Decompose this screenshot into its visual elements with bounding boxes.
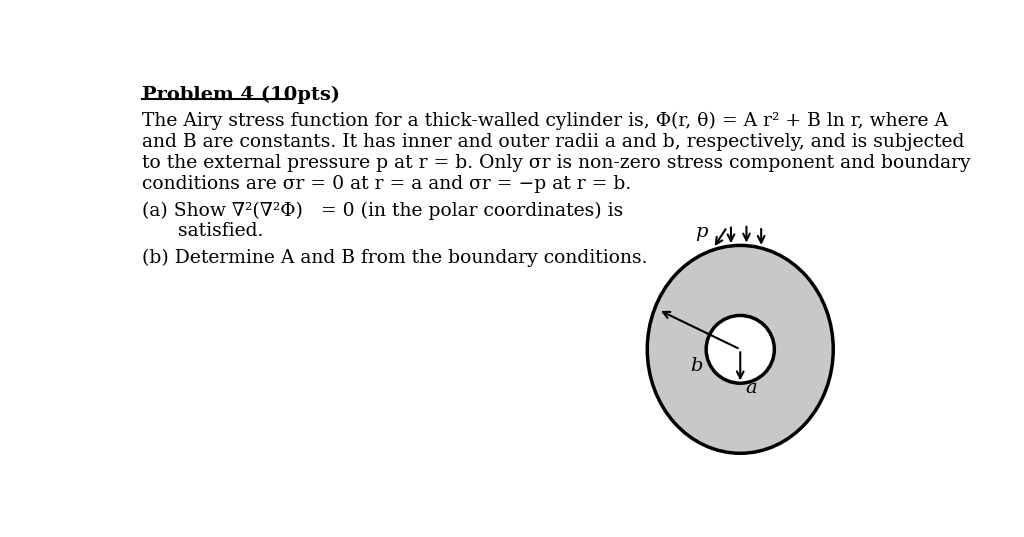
Ellipse shape: [647, 245, 834, 453]
Text: to the external pressure p at r = b. Only σr is non-zero stress component and bo: to the external pressure p at r = b. Onl…: [142, 154, 971, 172]
Text: conditions are σr = 0 at r = a and σr = −p at r = b.: conditions are σr = 0 at r = a and σr = …: [142, 175, 631, 193]
Text: a: a: [744, 379, 757, 397]
Text: and B are constants. It has inner and outer radii a and b, respectively, and is : and B are constants. It has inner and ou…: [142, 133, 965, 151]
Text: satisfied.: satisfied.: [142, 222, 263, 240]
Text: (b) Determine A and B from the boundary conditions.: (b) Determine A and B from the boundary …: [142, 249, 647, 267]
Circle shape: [707, 315, 774, 383]
Text: p: p: [695, 222, 708, 241]
Text: Problem 4 (10pts): Problem 4 (10pts): [142, 86, 340, 104]
Text: (a) Show ∇²(∇²Φ)   = 0 (in the polar coordinates) is: (a) Show ∇²(∇²Φ) = 0 (in the polar coord…: [142, 201, 624, 220]
Text: b: b: [690, 357, 703, 375]
Text: The Airy stress function for a thick-walled cylinder is, Φ(r, θ) = A r² + B ln r: The Airy stress function for a thick-wal…: [142, 112, 948, 130]
